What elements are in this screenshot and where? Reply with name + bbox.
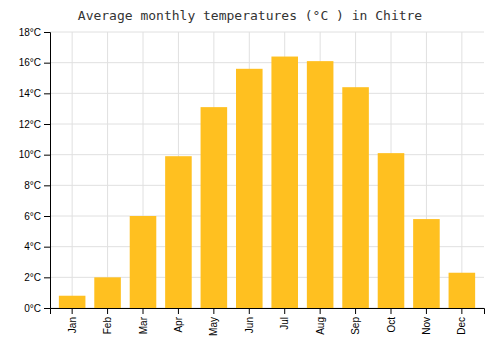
tick-label: 16°C <box>19 57 41 68</box>
chart: Average monthly temperatures (°C ) in Ch… <box>0 0 500 350</box>
bar <box>342 87 369 308</box>
tick-label: Dec <box>456 317 467 335</box>
axis-line <box>51 309 485 315</box>
tick: Nov <box>421 308 432 335</box>
tick-mark <box>44 185 50 186</box>
title: Average monthly temperatures (°C ) in Ch… <box>78 8 423 23</box>
tick-mark <box>44 155 50 156</box>
bar <box>130 216 157 308</box>
tick-label: Apr <box>173 316 184 332</box>
grid-line <box>50 185 484 186</box>
tick-label: 18°C <box>19 27 41 38</box>
grid <box>50 32 484 308</box>
tick: 2°C <box>24 272 50 283</box>
tick: Jan <box>67 308 78 333</box>
tick: Feb <box>102 308 113 334</box>
tick-label: Aug <box>315 317 326 335</box>
tick-label: 0°C <box>24 303 41 314</box>
axis-line <box>44 33 51 309</box>
tick-mark <box>249 308 250 314</box>
tick-mark <box>284 308 285 314</box>
tick-mark <box>461 308 462 314</box>
tick-label: Feb <box>102 317 113 335</box>
tick-label: Jul <box>279 317 290 330</box>
tick: Mar <box>138 308 149 334</box>
tick: 14°C <box>19 88 50 99</box>
tick: 4°C <box>24 241 50 252</box>
grid-line <box>461 32 462 308</box>
tick: Aug <box>315 308 326 335</box>
tick-mark <box>44 277 50 278</box>
bar <box>449 273 476 308</box>
tick: Oct <box>386 308 397 333</box>
bar <box>201 107 228 308</box>
grid-line <box>50 93 484 94</box>
tick-label: Jan <box>67 317 78 333</box>
grid-line <box>50 154 484 155</box>
tick: 10°C <box>19 149 50 160</box>
grid-line <box>50 216 484 217</box>
grid-line <box>107 32 108 308</box>
tick: 0°C <box>24 303 50 314</box>
grid-line <box>50 32 484 33</box>
tick-mark <box>72 308 73 314</box>
tick: Sep <box>350 308 361 335</box>
tick-mark <box>320 308 321 314</box>
y-axis: 0°C 2°C 4°C 6°C 8°C 10°C 12°C 14°C 16°C 18°C <box>19 27 51 314</box>
bar <box>236 69 263 308</box>
tick: 12°C <box>19 119 50 130</box>
tick-mark <box>44 247 50 248</box>
bar <box>307 61 334 308</box>
tick: 8°C <box>24 180 50 191</box>
tick-label: Nov <box>421 317 432 335</box>
tick-mark <box>355 308 356 314</box>
bar <box>59 296 86 308</box>
tick-mark <box>44 93 50 94</box>
tick-mark <box>44 63 50 64</box>
bar <box>271 57 298 308</box>
grid-line <box>50 62 484 63</box>
bar <box>413 219 440 308</box>
tick-mark <box>107 308 108 314</box>
tick-mark <box>143 308 144 314</box>
tick-mark <box>178 308 179 314</box>
bar <box>378 153 405 308</box>
bar <box>165 156 192 308</box>
grid-line <box>50 124 484 125</box>
tick-mark <box>426 308 427 314</box>
tick: Apr <box>173 308 184 333</box>
x-axis: Jan Feb Mar Apr May Jun Jul Aug Sep Oct Nov Dec <box>51 308 485 336</box>
tick: 18°C <box>19 27 50 38</box>
tick-label: 6°C <box>24 211 41 222</box>
tick-label: 10°C <box>19 149 41 160</box>
tick: May <box>208 308 219 336</box>
bar <box>94 277 121 308</box>
plot: 0°C 2°C 4°C 6°C 8°C 10°C 12°C 14°C 16°C 18°C Jan Fe… <box>19 27 485 336</box>
tick: 16°C <box>19 57 50 68</box>
tick-label: 8°C <box>24 180 41 191</box>
tick: 6°C <box>24 211 50 222</box>
tick-mark <box>44 124 50 125</box>
tick-mark <box>44 216 50 217</box>
tick: Jul <box>279 308 290 330</box>
tick-mark <box>44 32 50 33</box>
tick-label: Jun <box>244 317 255 333</box>
tick-label: 14°C <box>19 88 41 99</box>
tick: Jun <box>244 308 255 333</box>
bars <box>59 57 475 308</box>
tick-label: Sep <box>350 317 361 335</box>
tick-label: 4°C <box>24 241 41 252</box>
tick-mark <box>213 308 214 314</box>
tick-mark <box>391 308 392 314</box>
tick-mark <box>44 308 50 309</box>
tick-label: 12°C <box>19 119 41 130</box>
tick-label: Oct <box>386 317 397 333</box>
tick-label: 2°C <box>24 272 41 283</box>
tick-label: May <box>208 317 219 336</box>
grid-line <box>72 32 73 308</box>
tick-label: Mar <box>138 316 149 334</box>
tick: Dec <box>456 308 467 335</box>
